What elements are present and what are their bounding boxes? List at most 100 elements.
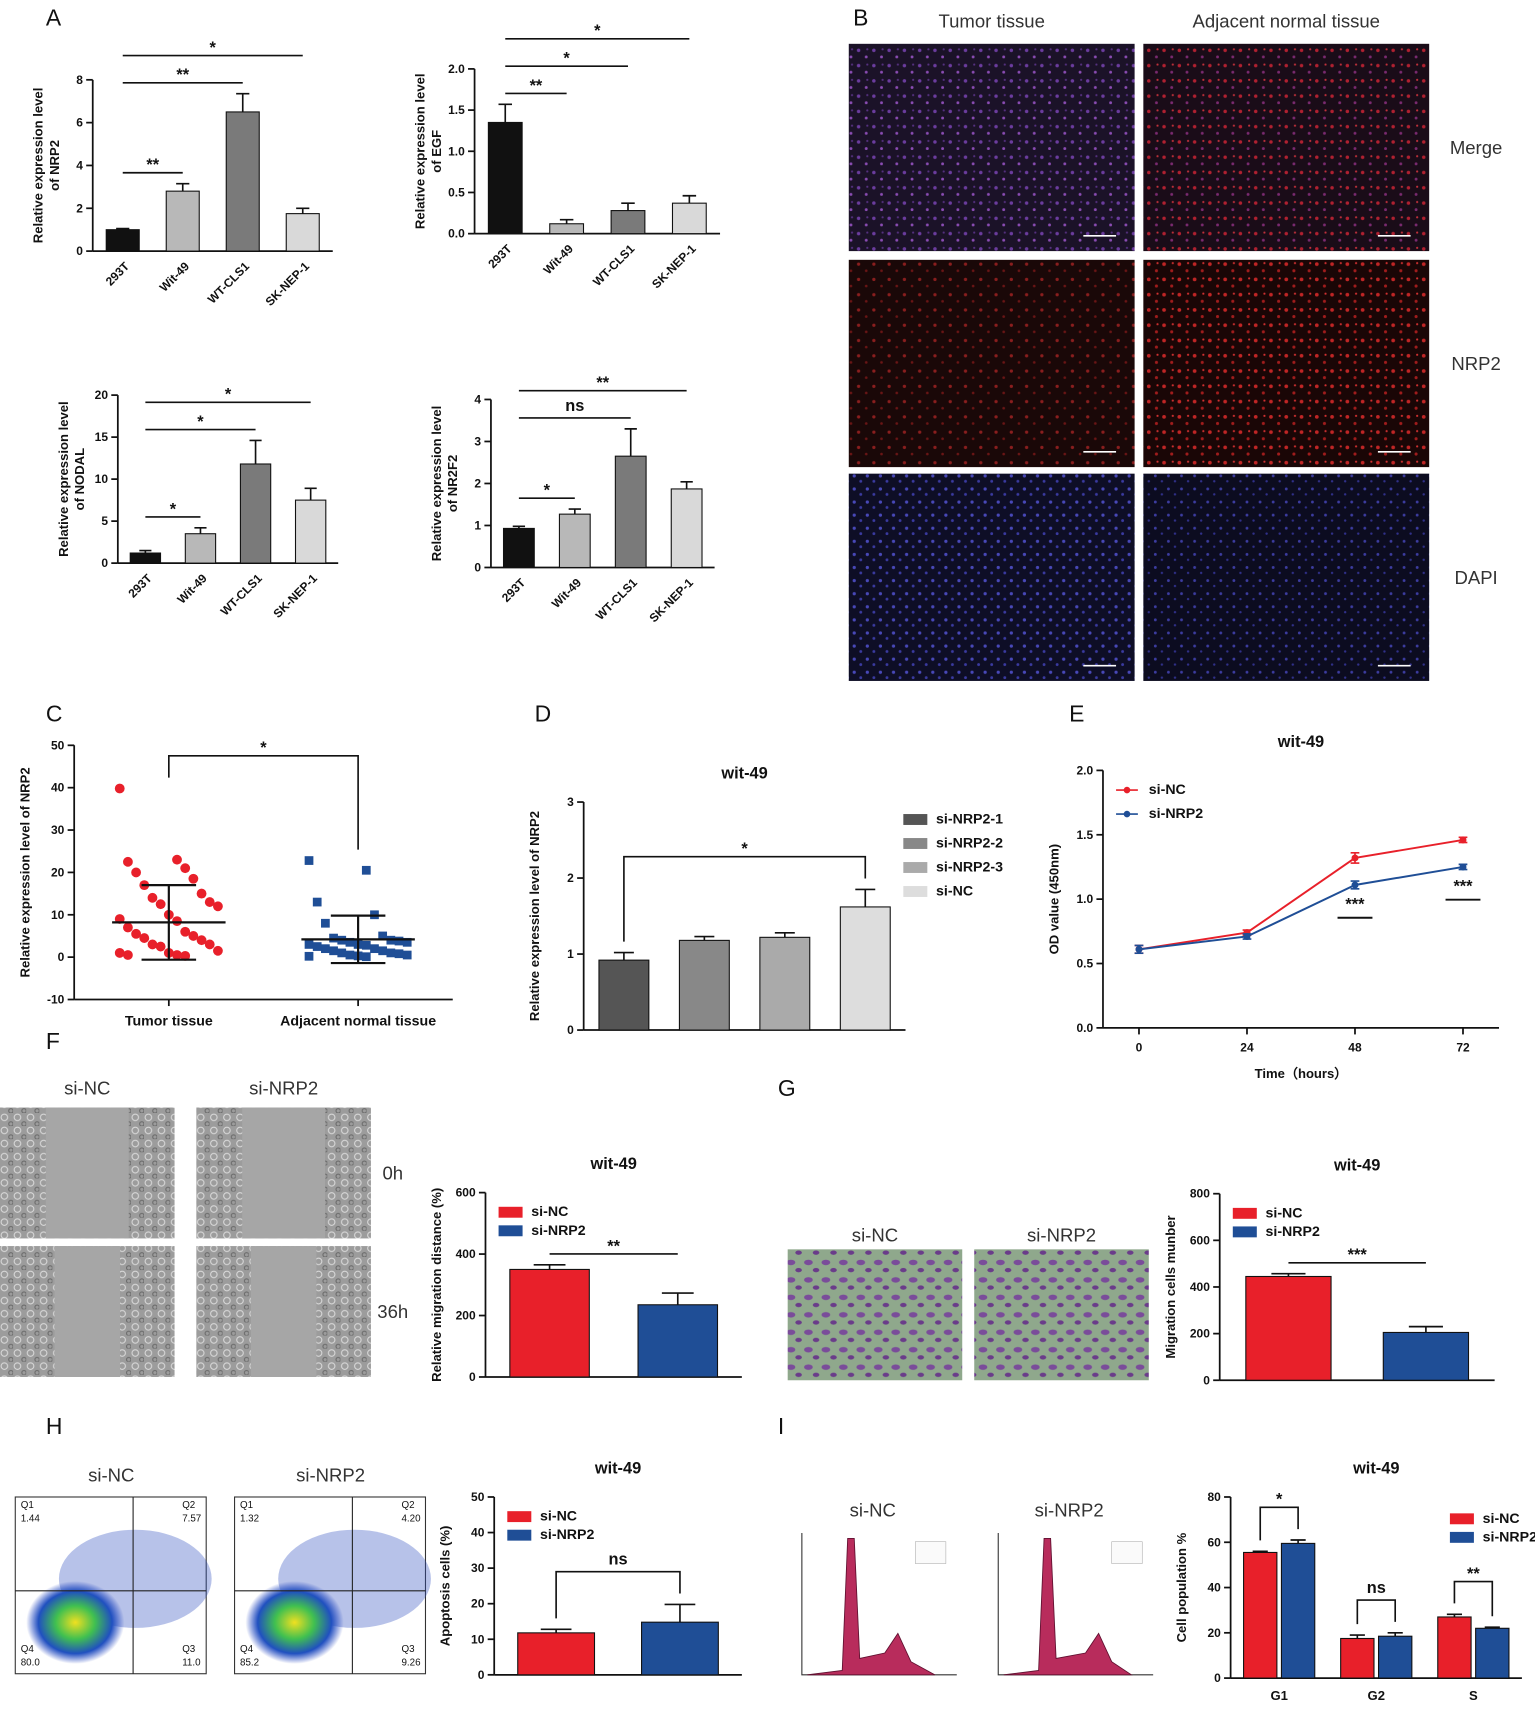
- legend-swatch: [498, 1225, 523, 1237]
- y-tick-label: 0: [58, 950, 65, 964]
- quadrant-name: Q3: [182, 1644, 196, 1655]
- point: [337, 948, 347, 958]
- point: [180, 950, 191, 961]
- point: [114, 783, 125, 794]
- panel-label: D: [535, 701, 552, 727]
- point: [386, 948, 396, 958]
- legend-label: si-NRP2: [1149, 806, 1203, 822]
- point: [213, 901, 223, 912]
- y-axis-label: Relative migration distance (%): [429, 1188, 444, 1382]
- significance-label: *: [741, 840, 748, 858]
- point: [1135, 945, 1143, 953]
- significance-bracket: [555, 1570, 681, 1619]
- legend-label: si-NC: [1266, 1205, 1303, 1221]
- significance-label: *: [563, 50, 570, 68]
- bar: [285, 213, 320, 252]
- chart-title: wit-49: [1352, 1460, 1399, 1478]
- bar: [225, 111, 260, 252]
- transwell-image: [974, 1249, 1149, 1381]
- y-tick-label: 1.0: [448, 144, 465, 158]
- bar: [487, 121, 523, 235]
- point: [155, 899, 166, 910]
- legend-label: si-NC: [936, 884, 973, 900]
- bar: [502, 527, 535, 569]
- bar: [294, 499, 327, 564]
- legend-swatch: [498, 1206, 523, 1218]
- legend-swatch: [903, 886, 928, 897]
- error-bar: [774, 931, 795, 938]
- significance-label: *: [260, 739, 267, 757]
- y-tick-label: 40: [471, 1526, 485, 1540]
- bar: [637, 1304, 719, 1378]
- bar: [1245, 1275, 1332, 1381]
- point: [304, 940, 314, 949]
- y-tick-label: 0: [567, 1023, 574, 1037]
- y-tick-label: 3: [567, 795, 574, 809]
- point: [204, 939, 215, 950]
- point: [1459, 836, 1467, 844]
- y-tick-label: 30: [51, 823, 65, 837]
- y-tick-label: 20: [51, 865, 65, 879]
- quadrant-name: Q4: [21, 1644, 35, 1655]
- bar: [129, 552, 162, 564]
- point: [402, 937, 412, 947]
- point: [345, 937, 355, 947]
- error-bar: [304, 487, 317, 501]
- point: [180, 863, 191, 874]
- column-header: si-NRP2: [1027, 1225, 1096, 1246]
- quadrant-value: 7.57: [182, 1513, 201, 1524]
- bar: [1340, 1637, 1375, 1679]
- legend-swatch: [1232, 1226, 1257, 1238]
- x-tick-label: G2: [1368, 1688, 1385, 1703]
- sd-whisker: [141, 884, 197, 961]
- flow-density: [245, 1580, 344, 1664]
- y-axis-label: of NRP2: [47, 140, 62, 191]
- point: [147, 892, 158, 903]
- significance-label: **: [1467, 1565, 1480, 1583]
- scratch-gap: [45, 1107, 129, 1239]
- error-bar: [498, 103, 513, 123]
- scratch-gap: [242, 1107, 326, 1239]
- y-tick-label: 2.0: [1076, 763, 1093, 777]
- error-bar: [664, 1603, 696, 1623]
- error-bar: [540, 1628, 572, 1633]
- x-tick-label: S: [1469, 1688, 1478, 1703]
- significance-label: **: [530, 77, 543, 95]
- point: [361, 940, 371, 950]
- y-axis-label: Cell population %: [1174, 1532, 1189, 1642]
- column-header: si-NC: [852, 1225, 898, 1246]
- bar: [165, 190, 200, 252]
- error-bar: [1271, 1272, 1306, 1277]
- point: [312, 942, 322, 951]
- legend-swatch: [1449, 1513, 1474, 1525]
- y-tick-label: 0: [474, 560, 481, 574]
- bar: [1377, 1635, 1413, 1679]
- point: [188, 931, 199, 941]
- y-tick-label: 600: [456, 1186, 476, 1200]
- point: [394, 936, 404, 946]
- quadrant-value: 4.20: [401, 1513, 421, 1524]
- legend-label: si-NRP2-3: [936, 860, 1003, 876]
- column-header: si-NRP2: [1035, 1500, 1104, 1521]
- column-header: si-NRP2: [249, 1077, 318, 1098]
- legend-swatch: [507, 1529, 532, 1541]
- y-tick-label: 200: [456, 1309, 476, 1323]
- legend-swatch: [903, 814, 928, 825]
- bar: [641, 1621, 719, 1676]
- y-tick-label: 8: [76, 73, 83, 87]
- y-tick-label: 2.0: [448, 62, 465, 76]
- y-tick-label: 20: [471, 1597, 485, 1611]
- y-tick-label: 40: [1207, 1581, 1221, 1595]
- significance-bracket: [623, 855, 867, 942]
- chart-title: wit-49: [1333, 1156, 1380, 1174]
- error-bar: [1349, 1634, 1365, 1639]
- quadrant-name: Q2: [182, 1500, 195, 1511]
- chart-title: wit-49: [594, 1460, 641, 1478]
- point: [114, 947, 125, 958]
- legend-label: si-NRP2-1: [936, 811, 1003, 827]
- series-line: [1138, 838, 1464, 951]
- quadrant-name: Q1: [240, 1500, 253, 1511]
- legend-label: si-NC: [1149, 782, 1186, 798]
- point: [370, 944, 379, 954]
